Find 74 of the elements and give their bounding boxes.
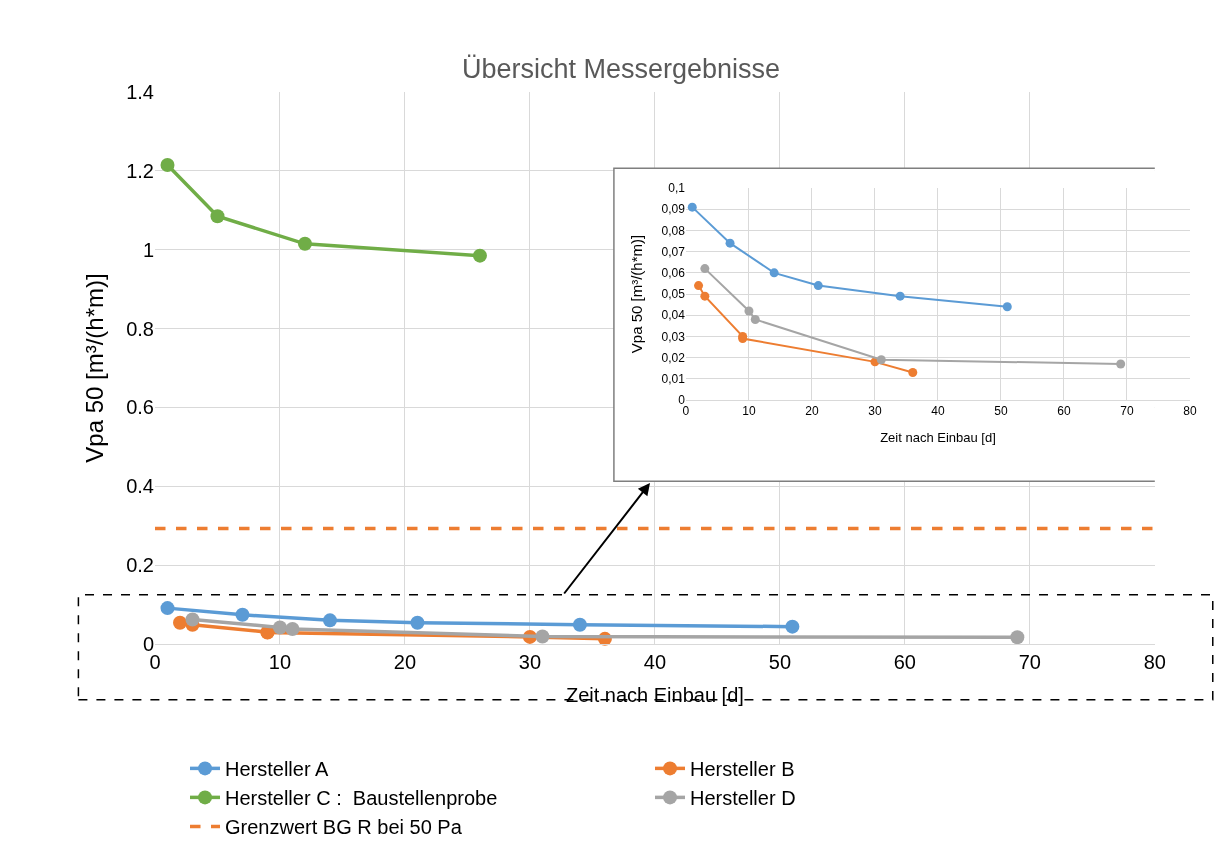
point: [1002, 302, 1012, 312]
x-tick-label: 40: [931, 404, 945, 419]
legend-label: Hersteller B: [690, 758, 795, 781]
point: [235, 607, 250, 622]
point: [297, 236, 312, 251]
point: [744, 306, 754, 316]
x-tick-label: 10: [268, 651, 292, 673]
y-tick-label: 0,07: [661, 244, 686, 259]
y-tick-label: 1: [142, 238, 154, 261]
legend-label: Hersteller D: [690, 787, 796, 810]
point: [725, 238, 735, 248]
legend-label: Hersteller C : Baustellenprobe: [225, 787, 498, 810]
x-tick-label: 60: [1057, 404, 1071, 419]
point: [173, 615, 187, 630]
point: [876, 355, 886, 365]
x-tick-label: 80: [1143, 651, 1166, 673]
point: [272, 620, 287, 635]
y-tick-label: 0,08: [661, 223, 686, 238]
y-tick-label: 0,01: [661, 372, 686, 387]
point: [813, 281, 823, 291]
y-tick-label: 0,03: [661, 329, 686, 344]
y-tick-label: 1.4: [126, 81, 154, 103]
point: [1010, 630, 1025, 645]
point: [210, 209, 225, 224]
legend-label: Grenzwert BG R bei 50 Pa: [225, 816, 463, 839]
y-tick-label: 0,04: [661, 308, 686, 323]
y-tick-label: 0.4: [126, 475, 154, 498]
point: [687, 202, 697, 212]
y-tick-label: 0.2: [126, 554, 154, 577]
y-tick-label: 0,02: [661, 350, 686, 365]
point: [160, 157, 175, 172]
x-tick-label: 30: [518, 651, 542, 673]
y-tick-label: 0,05: [661, 287, 686, 302]
point: [322, 613, 337, 628]
y-axis-title: Vpa 50 [m³/(h*m)]: [81, 273, 109, 463]
x-tick-label: 70: [1018, 651, 1041, 673]
x-axis-title: Zeit nach Einbau [d]: [880, 430, 996, 446]
point: [160, 601, 175, 616]
point: [895, 291, 905, 301]
y-axis-title: Vpa 50 [m³/(h*m)]: [627, 234, 645, 354]
point: [472, 248, 487, 263]
point: [750, 314, 760, 324]
legend-label: Hersteller A: [225, 758, 330, 781]
point: [769, 268, 779, 278]
x-tick-label: 50: [768, 651, 792, 673]
x-tick-label: 10: [742, 404, 756, 419]
y-tick-label: 1.2: [126, 159, 154, 182]
point: [700, 264, 710, 274]
x-tick-label: 30: [868, 404, 882, 419]
x-tick-label: 60: [893, 651, 916, 673]
x-tick-label: 50: [994, 404, 1008, 419]
point: [1116, 359, 1126, 369]
point: [908, 367, 918, 377]
y-tick-label: 0.8: [126, 317, 154, 340]
y-tick-label: 0,06: [661, 266, 686, 281]
point: [694, 281, 704, 291]
point: [700, 291, 710, 301]
x-tick-label: 80: [1183, 404, 1197, 419]
point: [410, 615, 425, 630]
point: [535, 629, 550, 644]
x-tick-label: 70: [1120, 404, 1134, 419]
point: [785, 619, 800, 634]
x-tick-label: 20: [393, 651, 417, 673]
x-tick-label: 20: [805, 404, 819, 419]
y-tick-label: 0,09: [661, 202, 686, 217]
y-tick-label: 0: [142, 633, 154, 655]
x-tick-label: 40: [643, 651, 667, 673]
y-tick-label: 0,1: [668, 181, 686, 196]
point: [572, 617, 587, 632]
point: [285, 622, 300, 637]
y-tick-label: 0.6: [126, 396, 154, 419]
chart-title: Übersicht Messergebnisse: [462, 54, 781, 84]
point: [185, 612, 200, 627]
x-axis-title: Zeit nach Einbau [d]: [565, 683, 744, 706]
